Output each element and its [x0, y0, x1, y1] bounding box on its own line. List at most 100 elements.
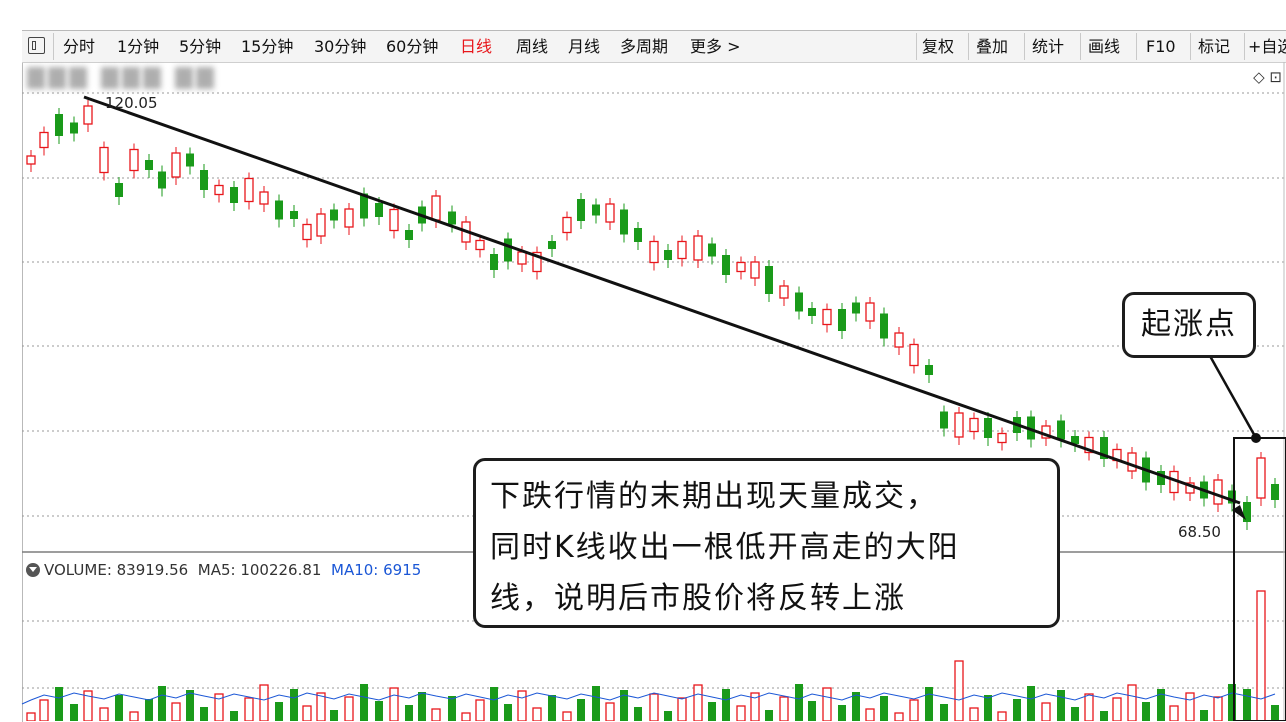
statistics-button[interactable]: 统计	[1032, 37, 1065, 56]
candle-down	[1071, 436, 1079, 444]
candle-down	[880, 313, 888, 339]
tab-multi-period[interactable]: 多周期	[620, 37, 669, 56]
volume-bar-down	[765, 710, 773, 721]
downtrend-line	[83, 95, 1241, 505]
mark-button[interactable]: 标记	[1198, 37, 1231, 56]
candle-down	[620, 209, 628, 235]
divider	[1024, 33, 1025, 60]
volume-bar-down	[577, 699, 585, 721]
high-price-label: 120.05	[105, 94, 158, 112]
arrow-icon	[1232, 505, 1246, 520]
volume-bar-up	[865, 708, 875, 721]
volume-bar-up	[517, 690, 527, 721]
annotation-line: 线，说明后市股价将反转上涨	[490, 581, 906, 616]
volume-bar-down	[1100, 711, 1108, 721]
candle-down	[360, 193, 368, 219]
candle-down	[664, 250, 672, 260]
candle-up	[693, 235, 703, 261]
volume-bar-up	[909, 699, 919, 721]
tab-15min[interactable]: 15分钟	[241, 37, 294, 56]
tab-weekly[interactable]: 周线	[516, 37, 549, 56]
tab-fenshi[interactable]: 分时	[63, 37, 96, 56]
volume-bar-up	[822, 687, 832, 721]
low-price-label: 68.50	[1178, 523, 1221, 541]
volume-bar-down	[1027, 686, 1035, 721]
volume-bar-down	[1057, 690, 1065, 721]
candle-down	[330, 209, 338, 221]
volume-bar-down	[984, 695, 992, 721]
volume-bar-up	[649, 693, 659, 721]
restore-rights-button[interactable]: 复权	[922, 37, 955, 56]
candle-up	[605, 203, 615, 223]
tab-1min[interactable]: 1分钟	[117, 37, 160, 56]
candle-down	[592, 204, 600, 216]
candle-up	[750, 261, 760, 279]
volume-bar-down	[145, 699, 153, 721]
chart-option-icons[interactable]: ◇ ⊡	[1253, 68, 1282, 86]
candle-down	[940, 411, 948, 429]
volume-bar-down	[664, 711, 672, 721]
volume-bar-down	[158, 686, 166, 721]
tab-5min[interactable]: 5分钟	[179, 37, 222, 56]
volume-bar-down	[838, 705, 846, 721]
candle-up	[26, 155, 36, 165]
volume-bar-up	[1127, 684, 1137, 721]
tab-more[interactable]: 更多 >	[690, 37, 741, 56]
volume-bar-down	[925, 687, 933, 721]
candle-up	[83, 105, 93, 125]
dropdown-icon[interactable]	[26, 563, 40, 577]
candle-up	[244, 177, 254, 203]
candle-up	[129, 148, 139, 172]
volume-bar-down	[1243, 689, 1251, 721]
volume-bar-up	[431, 708, 441, 721]
volume-bar-down	[1200, 710, 1208, 721]
volume-bar-up	[693, 684, 703, 721]
volume-bar-up	[997, 711, 1007, 721]
sidebar-toggle-icon[interactable]	[28, 37, 45, 54]
overlay-button[interactable]: 叠加	[976, 37, 1009, 56]
volume-bar-down	[634, 707, 642, 721]
candle-up	[431, 195, 441, 221]
divider	[1080, 33, 1081, 60]
volume-bar-up	[1041, 702, 1051, 721]
draw-line-button[interactable]: 画线	[1088, 37, 1121, 56]
volume-bar-up	[677, 697, 687, 721]
volume-bar-up	[779, 696, 789, 721]
candle-up	[316, 213, 326, 237]
tab-60min[interactable]: 60分钟	[386, 37, 439, 56]
add-watchlist-button[interactable]: +自选	[1248, 37, 1286, 56]
ma5-label: MA5: 100226.81	[197, 561, 322, 579]
candle-down	[115, 183, 123, 197]
candle-up	[649, 240, 659, 264]
rise-point-callout: 起涨点	[1122, 292, 1256, 358]
volume-bar-up	[532, 707, 542, 721]
candle-down	[490, 254, 498, 270]
candle-down	[70, 122, 78, 134]
annotation-line: 下跌行情的末期出现天量成交，	[490, 479, 938, 514]
candle-down	[852, 302, 860, 314]
candle-up	[822, 308, 832, 326]
candle-down	[1100, 437, 1108, 459]
divider	[916, 33, 917, 60]
volume-bar-up	[1112, 697, 1122, 721]
volume-bar-down	[375, 701, 383, 721]
candle-up	[259, 191, 269, 205]
volume-bar-up	[26, 712, 36, 721]
candle-up	[344, 208, 354, 228]
tab-monthly[interactable]: 月线	[568, 37, 601, 56]
candle-down	[1027, 416, 1035, 440]
volume-bar-up	[750, 692, 760, 721]
candle-up	[1084, 436, 1094, 454]
volume-bar-down	[230, 711, 238, 721]
tab-30min[interactable]: 30分钟	[314, 37, 367, 56]
tab-daily[interactable]: 日线	[460, 37, 493, 56]
volume-bar-up	[344, 696, 354, 721]
candle-down	[145, 160, 153, 170]
candle-up	[1256, 457, 1266, 499]
volume-bar-down	[490, 687, 498, 721]
f10-button[interactable]: F10	[1146, 37, 1176, 56]
volume-bar-up	[1256, 590, 1266, 721]
volume-bar-down	[115, 695, 123, 721]
candle-up	[214, 184, 224, 196]
volume-bar-up	[39, 699, 49, 721]
